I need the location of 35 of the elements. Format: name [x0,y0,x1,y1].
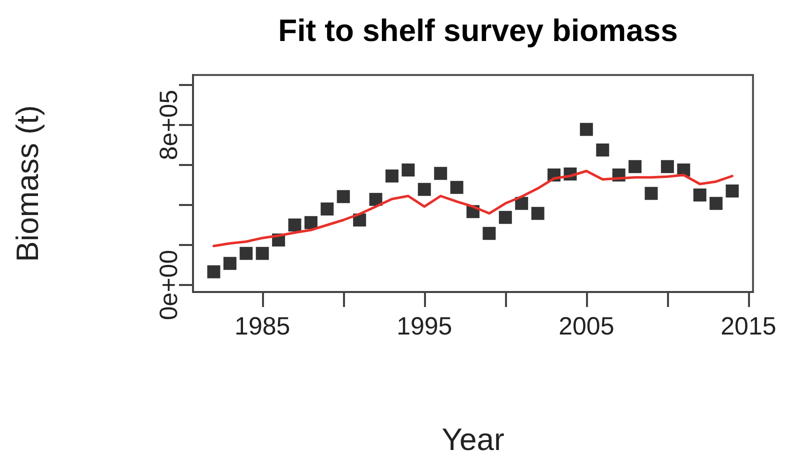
point [207,265,220,278]
point [644,186,658,200]
x-tick-label: 2015 [720,312,776,340]
x-axis-title: Year [442,422,504,457]
point [710,196,723,210]
point [336,190,350,204]
point [628,160,642,174]
point [385,170,398,182]
point [693,188,706,202]
point [304,216,318,230]
point [223,256,236,270]
point [660,160,674,174]
point [498,210,512,224]
point [418,182,431,196]
point [726,184,739,198]
x-tick-label: 1985 [234,312,290,340]
chart-title: Fit to shelf survey biomass [278,13,678,48]
point [450,180,464,194]
point [369,192,382,206]
point [240,246,253,260]
point [515,196,528,210]
point [402,164,415,176]
y-tick-label: 8e+05 [155,90,183,160]
x-tick-label: 2005 [558,312,614,340]
point [288,218,302,232]
point [531,206,544,220]
point [434,166,448,180]
point [580,122,593,136]
point [596,144,610,156]
point [256,246,269,260]
y-axis-title: Biomass (t) [10,105,45,262]
point [482,226,496,240]
x-tick-label: 1995 [396,312,452,340]
point [320,202,334,216]
y-tick-label: 0e+00 [155,250,183,320]
